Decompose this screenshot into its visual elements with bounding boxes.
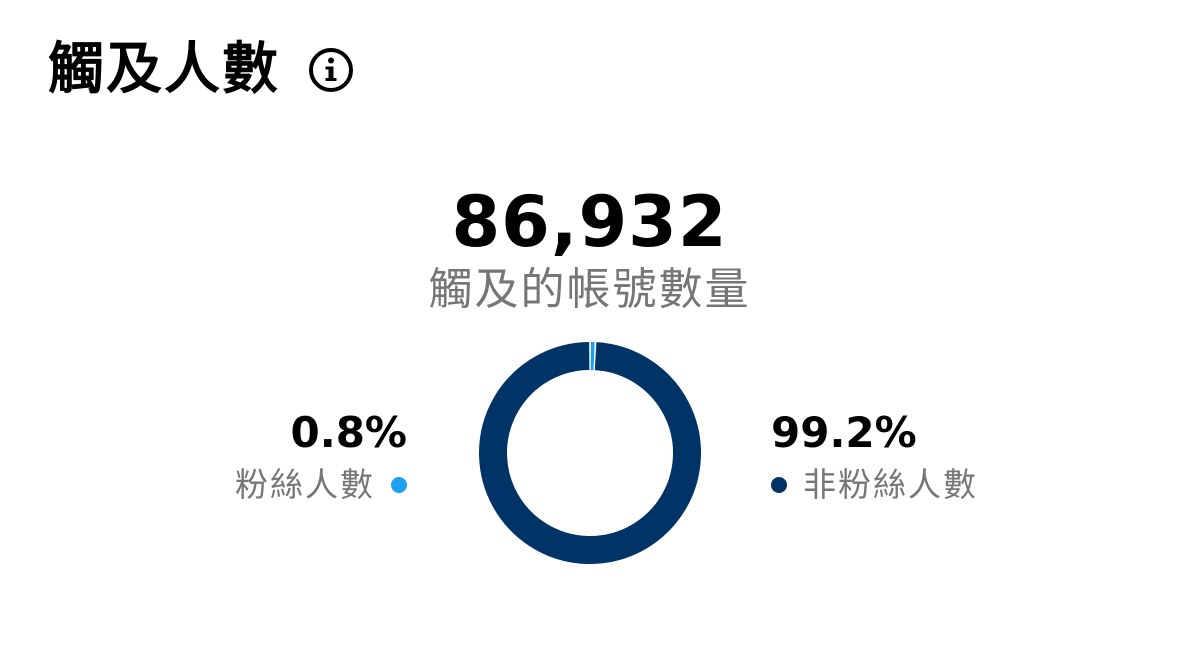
section-title: 觸及人數 <box>48 37 280 102</box>
info-icon[interactable] <box>308 47 354 93</box>
donut-chart <box>479 342 701 564</box>
non-followers-percent: 99.2% <box>771 408 917 457</box>
reach-total-label: 觸及的帳號數量 <box>428 264 751 315</box>
non-followers-color-dot <box>771 477 787 493</box>
followers-label: 粉絲人數 <box>235 465 375 504</box>
section-header: 觸及人數 <box>48 34 354 106</box>
legend-followers: 0.8% 粉絲人數 <box>235 404 407 508</box>
donut-slice-non-followers <box>479 342 701 564</box>
followers-percent: 0.8% <box>290 408 407 457</box>
reach-total-value: 86,932 <box>451 181 728 263</box>
followers-color-dot <box>391 477 407 493</box>
non-followers-label: 非粉絲人數 <box>803 465 978 504</box>
legend-non-followers: 99.2% 非粉絲人數 <box>771 404 978 508</box>
